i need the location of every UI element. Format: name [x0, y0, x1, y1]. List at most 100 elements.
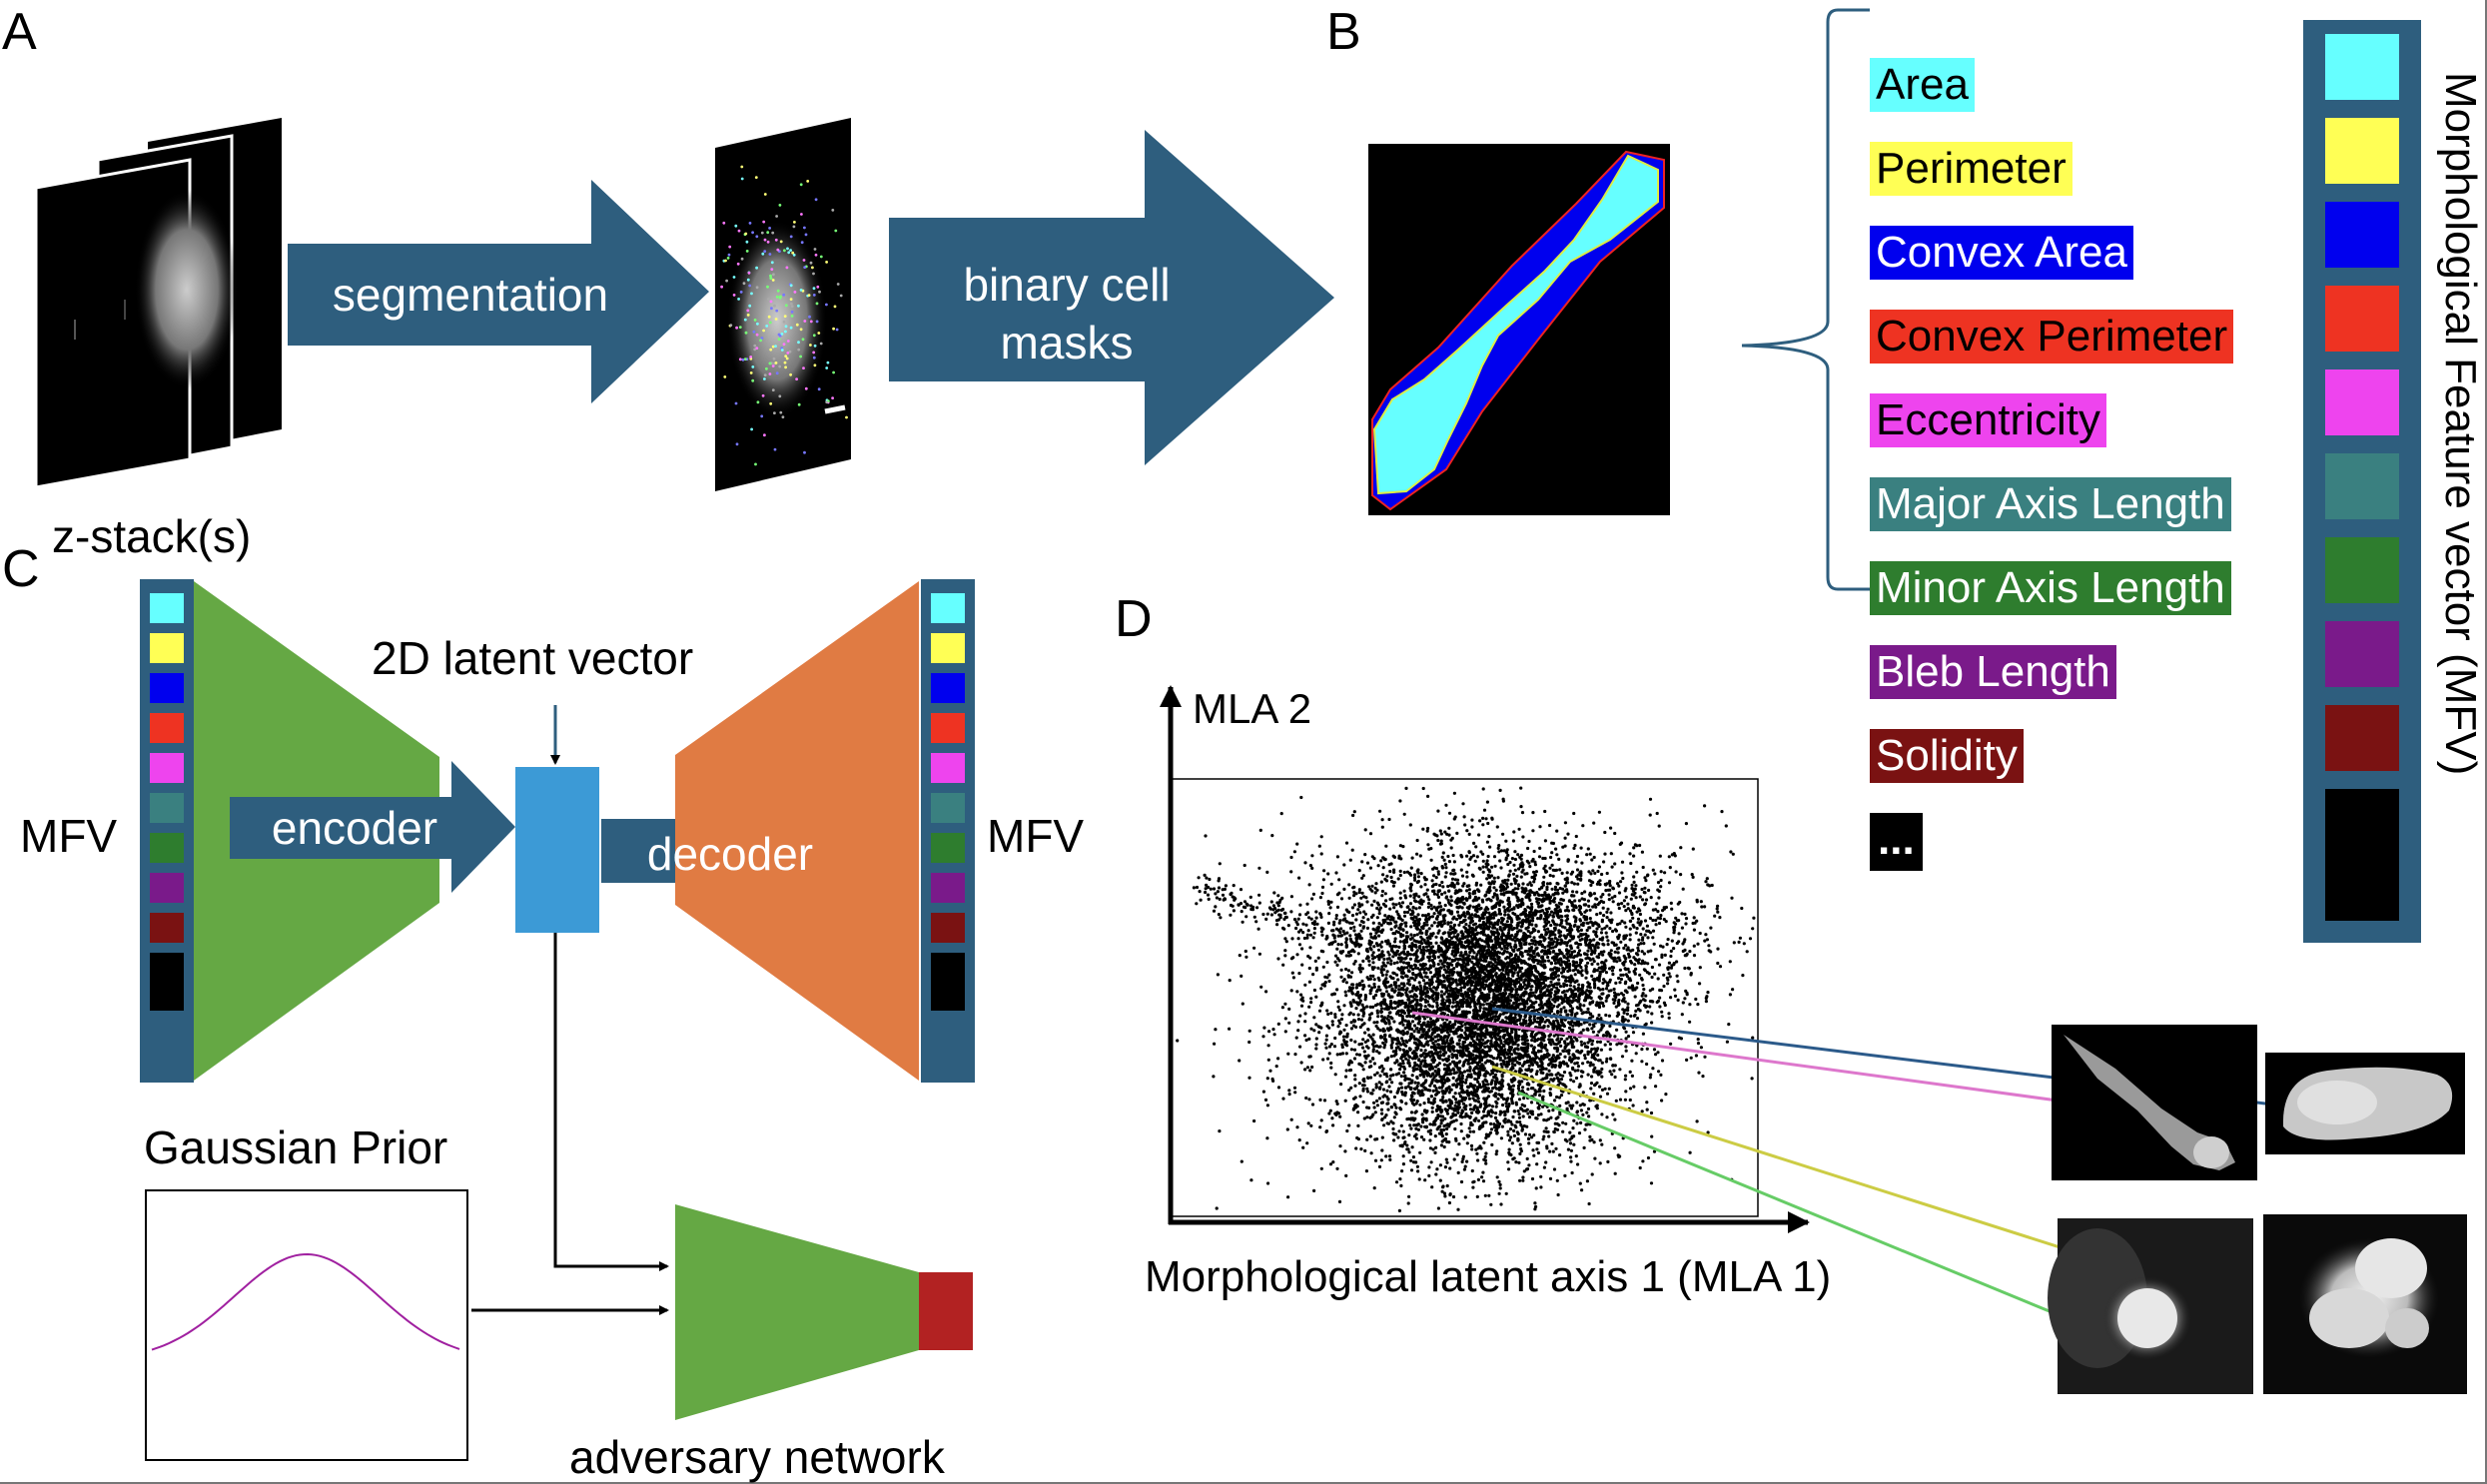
scatter-point — [1339, 1083, 1343, 1087]
scatter-point — [1365, 1005, 1369, 1009]
scatter-point — [1483, 1193, 1487, 1197]
scatter-point — [1362, 1116, 1366, 1120]
scatter-point — [1309, 1027, 1313, 1031]
scatter-point — [1458, 1095, 1463, 1099]
speckle — [763, 238, 767, 242]
speckle — [756, 322, 759, 326]
scatter-point — [1318, 1125, 1322, 1129]
scatter-point — [1399, 1075, 1403, 1079]
scatter-point — [1450, 1102, 1454, 1106]
scatter-point — [1456, 1207, 1460, 1211]
scatter-point — [1446, 854, 1450, 859]
scatter-point — [1392, 906, 1396, 910]
scatter-point — [1403, 1094, 1407, 1098]
scatter-point — [1504, 1102, 1508, 1106]
scatter-point — [1352, 1048, 1357, 1052]
scatter-point — [1463, 1195, 1467, 1199]
scatter-point — [1506, 1083, 1510, 1087]
scatter-point — [1610, 1073, 1614, 1077]
scatter-point — [1491, 1087, 1495, 1091]
scatter-point — [1589, 1061, 1593, 1065]
scatter-point — [1601, 988, 1605, 992]
scatter-point — [1596, 903, 1600, 907]
speckle — [771, 345, 775, 349]
scatter-point — [1443, 903, 1447, 908]
speckle — [771, 365, 775, 368]
scatter-point — [1370, 903, 1374, 907]
scatter-point — [1378, 1029, 1382, 1033]
scatter-point — [1628, 1070, 1632, 1074]
scatter-point — [1387, 953, 1391, 957]
speckle — [769, 348, 773, 352]
scatter-point — [1268, 1069, 1272, 1073]
scatter-point — [1335, 1102, 1339, 1106]
scatter-point — [1607, 893, 1611, 897]
speckle — [783, 315, 787, 318]
scatter-point — [1601, 970, 1605, 974]
scatter-point — [1459, 1113, 1463, 1117]
scatter-point — [1524, 1068, 1528, 1072]
mfv-cell — [2325, 537, 2399, 603]
scatter-point — [1464, 1058, 1468, 1063]
scatter-point — [1469, 1143, 1474, 1147]
scatter-point — [1372, 996, 1376, 1001]
scatter-point — [1302, 936, 1306, 941]
scatter-point — [1615, 1043, 1619, 1047]
scatter-point — [1550, 1073, 1554, 1077]
scatter-point — [1569, 1148, 1573, 1152]
scatter-point — [1392, 1054, 1396, 1058]
scatter-point — [1335, 905, 1340, 910]
speckle — [803, 266, 807, 269]
scatter-point — [1547, 1069, 1551, 1073]
scatter-point — [1576, 1057, 1580, 1061]
scatter-point — [1389, 995, 1393, 999]
scatter-point — [1372, 1021, 1376, 1025]
scatter-point — [1495, 967, 1499, 971]
scatter-point — [1481, 1080, 1485, 1084]
scatter-point — [1541, 1137, 1545, 1141]
scatter-point — [1590, 1172, 1594, 1176]
scatter-point — [1477, 919, 1482, 923]
scatter-point — [1375, 888, 1379, 892]
scatter-point — [1418, 1054, 1423, 1058]
scatter-point — [1590, 1027, 1594, 1031]
scatter-point — [1447, 860, 1451, 864]
scatter-point — [1426, 1098, 1430, 1102]
scatter-point — [1405, 1143, 1409, 1147]
scatter-point — [1354, 1007, 1358, 1011]
scatter-point — [1451, 1076, 1455, 1080]
scatter-point — [1454, 1079, 1458, 1083]
scatter-point — [1572, 1118, 1576, 1122]
scatter-point — [1464, 1112, 1468, 1116]
scatter-point — [1499, 1202, 1503, 1206]
scatter-point — [1557, 978, 1561, 982]
scatter-point — [1359, 896, 1363, 900]
speckle — [768, 321, 772, 325]
scatter-point — [1427, 1035, 1431, 1039]
scatter-point — [1446, 1058, 1450, 1062]
scatter-point — [1373, 891, 1377, 895]
speckle — [804, 386, 808, 390]
scatter-point — [1457, 1007, 1461, 1012]
speckle — [812, 351, 816, 355]
scatter-point — [1516, 1038, 1520, 1042]
scatter-point — [1452, 1068, 1456, 1072]
scatter-point — [1466, 863, 1470, 867]
scatter-point — [1568, 999, 1572, 1003]
scatter-point — [1474, 957, 1478, 961]
scatter-point — [1637, 938, 1641, 942]
scatter-point — [1542, 1134, 1546, 1138]
scatter-point — [1595, 1107, 1599, 1111]
scatter-point — [1482, 808, 1487, 812]
speckle — [793, 221, 796, 224]
speckle — [759, 339, 762, 343]
scatter-point — [1386, 1029, 1390, 1033]
scatter-point — [1400, 1169, 1404, 1173]
scatter-point — [1547, 1134, 1551, 1138]
scatter-point — [1471, 1185, 1475, 1189]
speckle — [799, 183, 803, 187]
scatter-point — [1575, 1121, 1579, 1125]
scatter-point — [1388, 1090, 1393, 1094]
scatter-point — [1312, 1016, 1316, 1020]
scatter-point — [1296, 1020, 1300, 1024]
